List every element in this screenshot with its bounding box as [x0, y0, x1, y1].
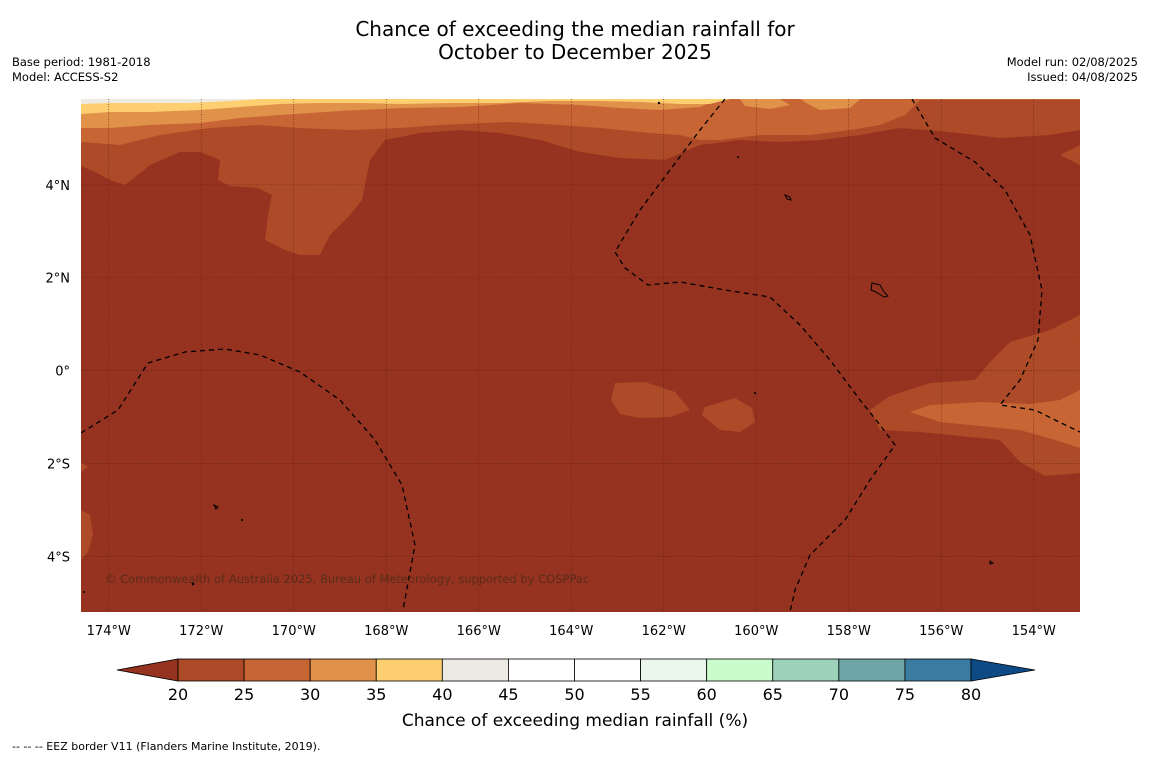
region-20-25-patch-a	[611, 382, 690, 418]
island-dot	[241, 519, 243, 521]
region-30-35-north-east	[740, 99, 790, 109]
colorbar-tick-label: 50	[564, 685, 584, 704]
longitude-tick-labels: 174°W 172°W 170°W 168°W 166°W 164°W 162°W 160°W…	[87, 624, 1056, 639]
island-outline	[870, 282, 889, 298]
colorbar-tick-label: 70	[829, 685, 849, 704]
island-outline	[783, 194, 792, 201]
colorbar-bin	[441, 658, 509, 682]
model-name-text: Model: ACCESS-S2	[12, 70, 119, 84]
colorbar-tick-label: 20	[168, 685, 188, 704]
map-title-line2: October to December 2025	[438, 40, 712, 64]
colorbar-bins	[177, 658, 972, 682]
region-40-45-north	[81, 99, 260, 104]
longitude-tick-label: 170°W	[272, 624, 316, 639]
colorbar-bin	[706, 658, 774, 682]
colorbar-tick-label: 60	[696, 685, 716, 704]
model-info: Base period: 1981-2018 Model: ACCESS-S2	[12, 55, 151, 85]
model-run-text: Model run: 02/08/2025	[1006, 55, 1138, 69]
colorbar-legend: 20 25 30 35 40 45 50 55 60 65 70 75 80 Chance of exc…	[116, 658, 1036, 731]
longitude-tick-label: 160°W	[734, 624, 778, 639]
colorbar-tick-label: 40	[432, 685, 452, 704]
eez-border-line	[614, 99, 896, 612]
colorbar-bin	[309, 658, 377, 682]
colorbar-bin	[574, 658, 641, 682]
colorbar-bin	[375, 658, 443, 682]
latitude-tick-label: 2°S	[47, 457, 70, 472]
colorbar-bin	[640, 658, 708, 682]
region-20-25-west-small	[81, 462, 88, 472]
longitude-tick-label: 158°W	[827, 624, 871, 639]
region-35-40-north	[81, 99, 730, 114]
map-title: Chance of exceeding the median rainfall …	[0, 18, 1150, 64]
colorbar-tick-label: 55	[630, 685, 650, 704]
copyright-text: © Commonwealth of Australia 2025, Bureau…	[105, 572, 589, 586]
longitude-tick-label: 154°W	[1012, 624, 1056, 639]
colorbar-under-arrow	[116, 658, 179, 682]
latitude-tick-labels: 4°N 2°N 0° 2°S 4°S	[46, 179, 71, 565]
region-20-25-west-south	[81, 510, 93, 560]
region-25-30-east-equator	[910, 390, 1080, 448]
colorbar-bin	[838, 658, 906, 682]
latitude-tick-label: 2°N	[46, 272, 71, 287]
region-30-35-north-far	[800, 99, 860, 110]
region-20-25-patch-b	[702, 398, 755, 432]
colorbar-bin	[772, 658, 840, 682]
latitude-tick-label: 4°N	[46, 179, 71, 194]
longitude-tick-label: 156°W	[919, 624, 963, 639]
colorbar-title: Chance of exceeding median rainfall (%)	[402, 711, 748, 731]
colorbar-tick-label: 75	[895, 685, 915, 704]
eez-footnote: -- -- -- EEZ border V11 (Flanders Marine…	[12, 740, 321, 753]
map-panel: © Commonwealth of Australia 2025, Bureau…	[81, 99, 1080, 612]
colorbar-bin	[508, 658, 575, 682]
island-outline	[212, 503, 219, 510]
colorbar-over-arrow	[970, 658, 1036, 682]
colorbar-bin	[904, 658, 972, 682]
colorbar-tick-label: 65	[763, 685, 783, 704]
region-20-25-east-equator	[870, 315, 1080, 476]
latitude-tick-label: 0°	[55, 365, 70, 380]
eez-border-line	[911, 99, 1080, 433]
eez-borders	[81, 99, 1080, 612]
longitude-tick-label: 164°W	[549, 624, 593, 639]
colorbar-tick-label: 45	[498, 685, 518, 704]
colorbar-tick-label: 30	[300, 685, 320, 704]
island-dot	[657, 101, 661, 105]
island-dot	[754, 392, 756, 394]
longitude-tick-label: 166°W	[457, 624, 501, 639]
island-outline	[989, 560, 995, 565]
colorbar-bin	[177, 658, 245, 682]
eez-border-line	[81, 348, 416, 611]
graticule-lines	[81, 99, 1080, 612]
region-20-25-east	[1060, 145, 1080, 165]
longitude-tick-label: 168°W	[364, 624, 408, 639]
latitude-tick-label: 4°S	[47, 550, 70, 565]
longitude-tick-label: 172°W	[179, 624, 223, 639]
island-dot	[83, 591, 85, 593]
map-title-line1: Chance of exceeding the median rainfall …	[355, 17, 795, 41]
longitude-tick-label: 162°W	[642, 624, 686, 639]
colorbar-tick-labels: 20 25 30 35 40 45 50 55 60 65 70 75 80	[168, 685, 981, 704]
colorbar-bin	[243, 658, 311, 682]
longitude-tick-label: 174°W	[87, 624, 131, 639]
colorbar-tick-label: 35	[366, 685, 386, 704]
issue-info: Model run: 02/08/2025 Issued: 04/08/2025	[1007, 55, 1138, 85]
region-20-25-north	[81, 99, 1080, 255]
region-20-25-east-edge	[1075, 335, 1080, 350]
colorbar-tick-label: 80	[961, 685, 981, 704]
island-dot	[191, 582, 195, 586]
base-period-text: Base period: 1981-2018	[12, 55, 151, 69]
colorbar-tick-label: 25	[234, 685, 254, 704]
issued-date-text: Issued: 04/08/2025	[1027, 70, 1138, 84]
island-dot	[737, 156, 739, 158]
